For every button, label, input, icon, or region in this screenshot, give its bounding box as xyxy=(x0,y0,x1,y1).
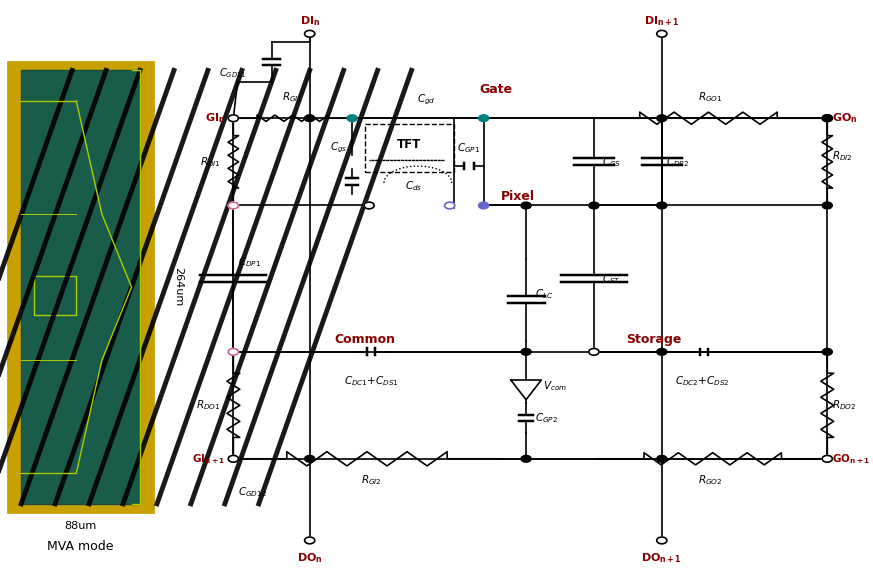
Circle shape xyxy=(305,115,315,122)
Circle shape xyxy=(364,202,375,209)
Circle shape xyxy=(521,456,531,462)
Text: $R_{DO1}$: $R_{DO1}$ xyxy=(196,398,221,412)
Circle shape xyxy=(656,31,667,37)
Text: $C_{gd}$: $C_{gd}$ xyxy=(417,93,436,107)
Text: Common: Common xyxy=(334,333,395,346)
Circle shape xyxy=(822,115,832,122)
Circle shape xyxy=(228,115,238,122)
Circle shape xyxy=(822,456,832,462)
Circle shape xyxy=(347,115,357,122)
Circle shape xyxy=(478,202,489,209)
Circle shape xyxy=(228,348,238,355)
Text: $R_{GI2}$: $R_{GI2}$ xyxy=(361,473,382,487)
Text: $C_{DC2}$+$C_{DS2}$: $C_{DC2}$+$C_{DS2}$ xyxy=(675,374,730,388)
Circle shape xyxy=(656,202,667,209)
Text: $\mathbf{DI_n}$: $\mathbf{DI_n}$ xyxy=(299,14,320,28)
Text: $C_{GD12}$: $C_{GD12}$ xyxy=(237,486,266,499)
Text: $C_{GP2}$: $C_{GP2}$ xyxy=(534,411,558,425)
Text: $\mathbf{GO_n}$: $\mathbf{GO_n}$ xyxy=(831,111,857,125)
Circle shape xyxy=(589,348,599,355)
Circle shape xyxy=(305,31,315,37)
Text: $C_{ds}$: $C_{ds}$ xyxy=(405,179,423,193)
Text: $R_{DI1}$: $R_{DI1}$ xyxy=(200,155,221,169)
Text: MVA mode: MVA mode xyxy=(47,540,113,553)
Text: $R_{GO1}$: $R_{GO1}$ xyxy=(698,90,723,104)
Text: 264um: 264um xyxy=(173,268,183,307)
Circle shape xyxy=(656,537,667,544)
Text: $C_{DC1}$+$C_{DS1}$: $C_{DC1}$+$C_{DS1}$ xyxy=(344,374,399,388)
Text: Gate: Gate xyxy=(480,83,513,96)
Text: $C_{DP1}$: $C_{DP1}$ xyxy=(237,255,261,269)
Text: $R_{GI1}$: $R_{GI1}$ xyxy=(282,90,303,104)
Circle shape xyxy=(822,115,832,122)
Circle shape xyxy=(521,202,531,209)
Text: $C_{GS}$: $C_{GS}$ xyxy=(602,155,622,169)
Circle shape xyxy=(478,115,489,122)
Circle shape xyxy=(521,348,531,355)
Circle shape xyxy=(305,537,315,544)
Circle shape xyxy=(656,348,667,355)
Text: $C_{GD11}$: $C_{GD11}$ xyxy=(219,66,246,80)
Bar xyxy=(34,276,76,315)
Text: $R_{DI2}$: $R_{DI2}$ xyxy=(831,149,852,163)
Text: $C_{gs}$: $C_{gs}$ xyxy=(330,140,347,155)
Circle shape xyxy=(822,202,832,209)
Circle shape xyxy=(444,202,455,209)
Text: $\mathbf{DO_{n+1}}$: $\mathbf{DO_{n+1}}$ xyxy=(642,552,682,566)
Text: $\mathbf{DI_{n+1}}$: $\mathbf{DI_{n+1}}$ xyxy=(644,14,679,28)
Bar xyxy=(9,62,153,512)
Text: $\mathbf{DO_n}$: $\mathbf{DO_n}$ xyxy=(297,552,322,566)
Text: $C_{GP1}$: $C_{GP1}$ xyxy=(457,141,480,155)
Circle shape xyxy=(228,202,238,209)
Circle shape xyxy=(656,456,667,462)
Text: $\mathbf{GI_{n+1}}$: $\mathbf{GI_{n+1}}$ xyxy=(192,452,225,466)
Text: Storage: Storage xyxy=(626,333,681,346)
Text: $\mathbf{GI_n}$: $\mathbf{GI_n}$ xyxy=(204,111,225,125)
Text: Pixel: Pixel xyxy=(500,190,534,203)
Text: 88um: 88um xyxy=(65,521,97,531)
Text: $\mathbf{GO_{n+1}}$: $\mathbf{GO_{n+1}}$ xyxy=(831,452,870,466)
Circle shape xyxy=(822,348,832,355)
Text: $C_{LC}$: $C_{LC}$ xyxy=(534,287,553,301)
Text: TFT: TFT xyxy=(397,139,422,152)
Text: $V_{com}$: $V_{com}$ xyxy=(543,379,567,392)
Circle shape xyxy=(656,115,667,122)
Bar xyxy=(365,124,454,172)
Text: $R_{GO2}$: $R_{GO2}$ xyxy=(698,473,723,487)
Circle shape xyxy=(305,456,315,462)
Text: $C_{DP2}$: $C_{DP2}$ xyxy=(666,155,689,169)
Bar xyxy=(21,70,140,504)
Circle shape xyxy=(589,202,599,209)
Text: $C_{ST}$: $C_{ST}$ xyxy=(602,272,622,286)
Text: $R_{DO2}$: $R_{DO2}$ xyxy=(831,398,856,412)
Circle shape xyxy=(228,456,238,462)
